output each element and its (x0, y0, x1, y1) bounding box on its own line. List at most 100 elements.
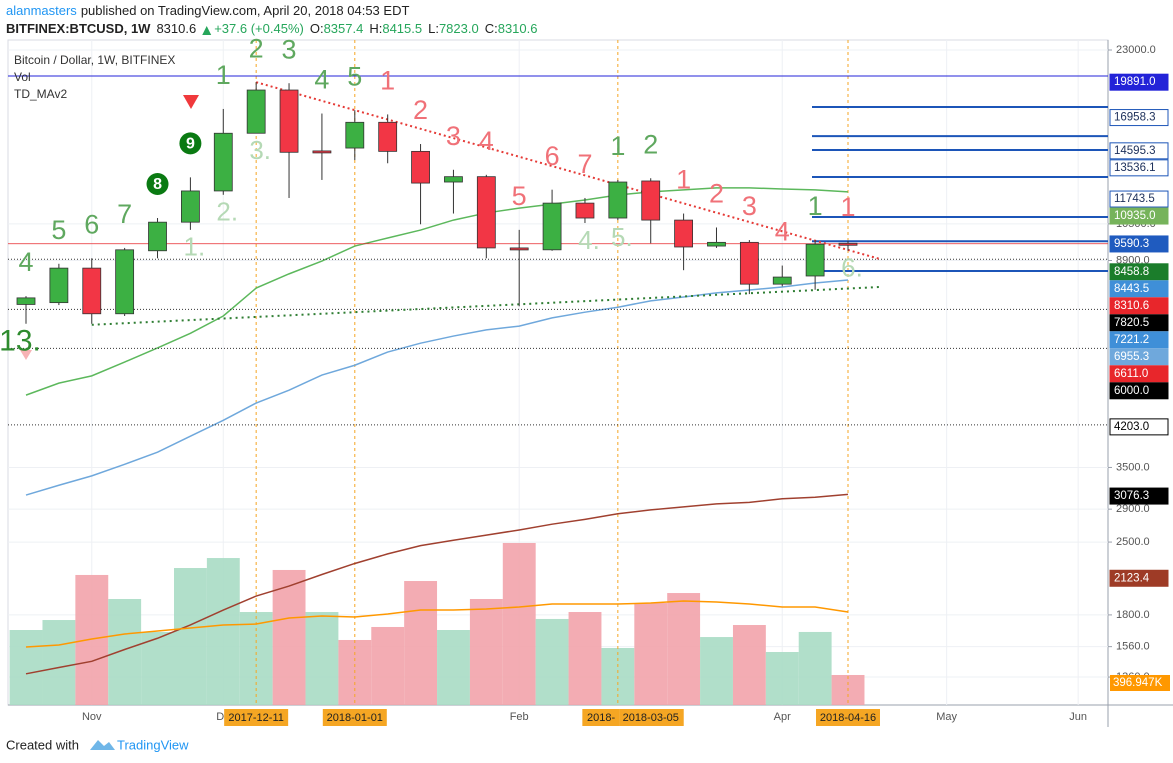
td-circle-label: 9 (186, 136, 195, 153)
td-count: 6 (545, 141, 560, 171)
td-count: 5 (51, 215, 66, 245)
candle-body (345, 121, 365, 149)
price-label: 7221.2 (1114, 334, 1149, 346)
td-count: 1 (808, 191, 823, 221)
td-circle-label: 8 (153, 176, 162, 193)
x-tick-label: Nov (82, 711, 102, 723)
author[interactable]: alanmasters (6, 3, 77, 18)
price-label: 2123.4 (1114, 572, 1150, 584)
td-count: 2 (709, 179, 724, 209)
price-label: 8443.5 (1114, 283, 1149, 295)
td-setup: 5. (611, 222, 633, 252)
td-setup: 3. (249, 135, 271, 165)
td-count: 6 (84, 209, 99, 239)
td-count: 1 (216, 60, 231, 90)
candle-body (378, 121, 398, 152)
sell-arrow-faint (20, 350, 32, 360)
candle-body (805, 243, 825, 277)
price-label: 13536.1 (1114, 162, 1156, 174)
candle-body (180, 190, 200, 223)
volume-bar (535, 618, 569, 705)
td-count: 4 (775, 217, 790, 247)
y-tick-label: 3500.0 (1116, 461, 1150, 473)
ohlc: O:8357.4 H:8415.5 L:7823.0 C:8310.6 (310, 21, 538, 36)
price-label-box (1109, 382, 1169, 400)
volume-bar (732, 625, 766, 705)
date-box (816, 709, 880, 726)
price-label: 10935.0 (1114, 210, 1156, 222)
candle-body (542, 202, 562, 251)
td-count: 1 (610, 131, 625, 161)
up-arrow (202, 26, 212, 35)
price-label-box (1109, 569, 1169, 587)
price-label: 6611.0 (1114, 368, 1148, 380)
td-count: 7 (117, 199, 132, 229)
td-setup: 2. (216, 197, 238, 227)
td-count: 3 (446, 121, 461, 151)
price-label-box (1109, 235, 1169, 253)
y-tick-label: 23000.0 (1116, 44, 1156, 56)
td-count: 2 (249, 33, 264, 63)
x-tick-label: Apr (774, 711, 791, 723)
volume-bar (305, 612, 339, 705)
volume-bar (700, 637, 733, 705)
candle-body (707, 241, 726, 247)
y-tick-label: 2500.0 (1116, 536, 1150, 548)
price-label-box (1109, 190, 1169, 208)
price-label-box (1109, 314, 1169, 332)
moving-average (25, 279, 849, 496)
candle-body (213, 132, 233, 192)
date-box (582, 709, 620, 726)
volume-bar (371, 626, 405, 705)
volume-bar (206, 558, 240, 705)
td-setup: 1. (184, 232, 206, 262)
date-label: 2018-04-16 (820, 712, 876, 724)
last-price: 8310.6 (156, 21, 196, 36)
volume-bar (798, 631, 832, 705)
trendline (255, 81, 882, 261)
td-setup: 6. (841, 253, 863, 283)
candle-body (246, 89, 266, 134)
ohlc-key: L: (428, 21, 439, 36)
date-label: 2018-01-01 (327, 712, 383, 724)
volume-label-box (1110, 674, 1170, 691)
date-box (224, 709, 289, 726)
volume-bar (174, 568, 207, 705)
td-count: 4 (479, 126, 494, 156)
ohlc-value: 8310.6 (498, 21, 538, 36)
candle-body (838, 242, 858, 246)
candle-body (641, 180, 661, 221)
candle-body (674, 219, 693, 248)
date-box (619, 709, 684, 726)
candle-body (49, 267, 69, 304)
volume-bar (667, 593, 701, 705)
volume-label: 396.947K (1113, 677, 1163, 689)
volume-bar (568, 612, 602, 705)
legend-td: TD_MAv2 (14, 87, 67, 101)
td-setup: 4. (578, 225, 600, 255)
candle-body (279, 89, 299, 153)
candle-body (312, 150, 332, 154)
td-count: 1 (676, 165, 691, 195)
volume-bar (75, 574, 109, 705)
td-count: 2 (643, 129, 658, 159)
volume-bar (404, 581, 438, 705)
td-count: 5 (512, 181, 527, 211)
footer-brand[interactable]: TradingView (117, 737, 189, 752)
volume-bar (469, 599, 503, 705)
price-label: 6955.3 (1114, 351, 1149, 363)
price-label: 8310.6 (1114, 300, 1149, 312)
candle-body (115, 249, 135, 315)
moving-average (25, 187, 849, 396)
volume-bar (765, 652, 799, 705)
volume-bar (634, 603, 668, 705)
price-label: 9590.3 (1114, 238, 1149, 250)
price-label: 11743.5 (1114, 193, 1155, 205)
candle-body (82, 267, 102, 315)
candle-body (444, 176, 463, 183)
x-tick-label: May (936, 711, 957, 723)
price-label-box (1109, 365, 1169, 383)
td-circle (146, 173, 169, 196)
price-label-box (1109, 487, 1169, 505)
